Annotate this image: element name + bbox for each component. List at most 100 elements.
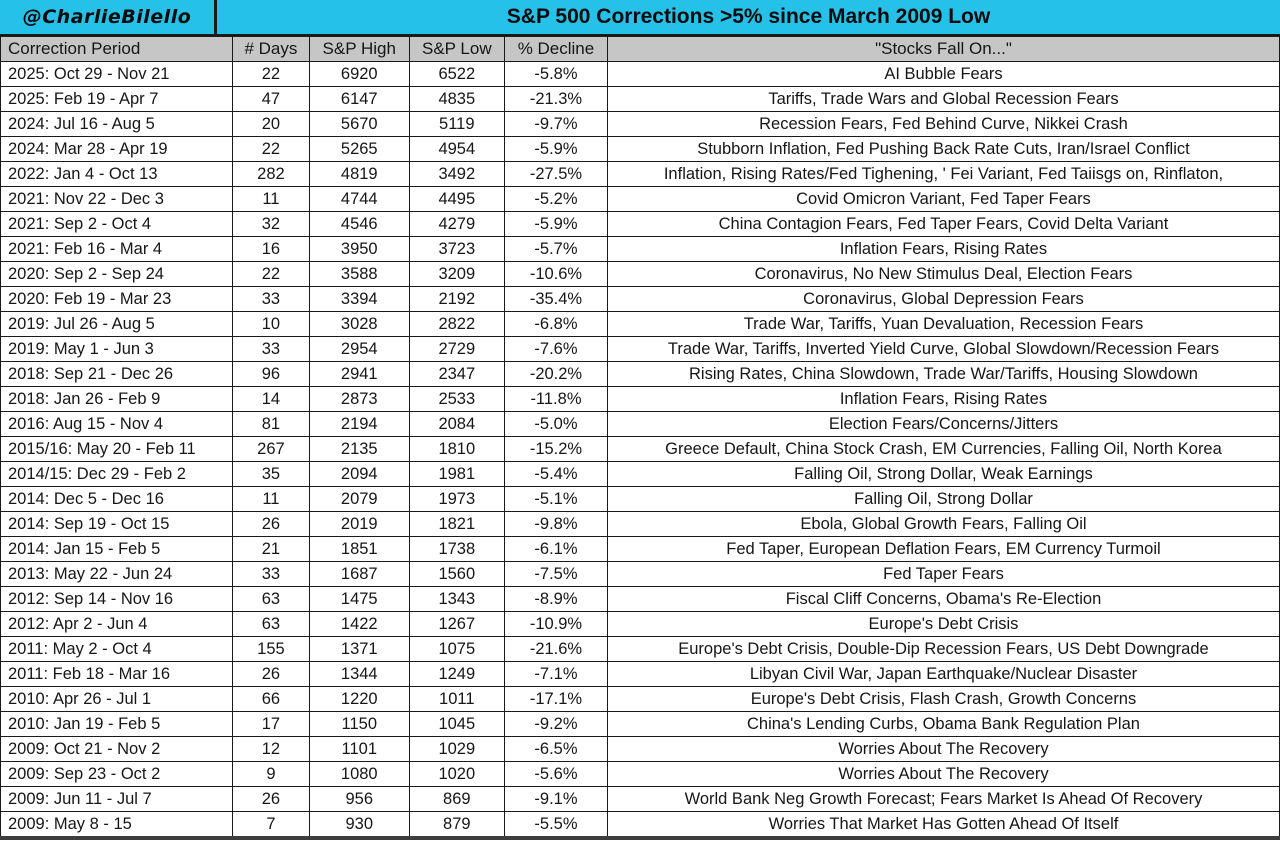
cell-sp-low: 1560 (408, 561, 505, 587)
corrections-table: Correction Period # Days S&P High S&P Lo… (0, 36, 1280, 837)
cell-decline: -6.8% (503, 311, 608, 337)
cell-reason: Worries That Market Has Gotten Ahead Of … (606, 811, 1280, 837)
cell-sp-low: 2729 (408, 336, 505, 362)
cell-correction-period: 2012: Sep 14 - Nov 16 (0, 586, 233, 612)
cell-days: 11 (231, 186, 310, 212)
cell-sp-low: 2192 (408, 286, 505, 312)
table-row: 2021: Sep 2 - Oct 4 32 4546 4279 -5.9% China … (0, 211, 1280, 237)
table-row: 2022: Jan 4 - Oct 13 282 4819 3492 -27.5% Inf… (0, 161, 1280, 187)
cell-reason: Inflation Fears, Rising Rates (606, 236, 1280, 262)
cell-decline: -9.1% (503, 786, 608, 812)
table-row: 2013: May 22 - Jun 24 33 1687 1560 -7.5% Fed … (0, 561, 1280, 587)
cell-sp-low: 4279 (408, 211, 505, 237)
table-row: 2012: Sep 14 - Nov 16 63 1475 1343 -8.9% Fisc… (0, 586, 1280, 612)
cell-correction-period: 2009: Sep 23 - Oct 2 (0, 761, 233, 787)
cell-decline: -5.6% (503, 761, 608, 787)
cell-sp-high: 5670 (308, 111, 410, 137)
cell-sp-low: 1810 (408, 436, 505, 462)
table-row: 2021: Feb 16 - Mar 4 16 3950 3723 -5.7% Infla… (0, 236, 1280, 262)
cell-reason: China's Lending Curbs, Obama Bank Regula… (606, 711, 1280, 737)
cell-days: 26 (231, 786, 310, 812)
cell-reason: Europe's Debt Crisis (606, 611, 1280, 637)
table-row: 2009: May 8 - 15 7 930 879 -5.5% Worries That… (0, 811, 1280, 837)
cell-sp-high: 1220 (308, 686, 410, 712)
cell-correction-period: 2012: Apr 2 - Jun 4 (0, 611, 233, 637)
cell-days: 47 (231, 86, 310, 112)
cell-sp-high: 3394 (308, 286, 410, 312)
cell-reason: Libyan Civil War, Japan Earthquake/Nucle… (606, 661, 1280, 687)
cell-sp-low: 6522 (408, 61, 505, 87)
cell-decline: -9.8% (503, 511, 608, 537)
cell-correction-period: 2009: May 8 - 15 (0, 811, 233, 837)
cell-days: 63 (231, 586, 310, 612)
table-row: 2014: Jan 15 - Feb 5 21 1851 1738 -6.1% Fed T… (0, 536, 1280, 562)
cell-days: 33 (231, 561, 310, 587)
table-row: 2010: Jan 19 - Feb 5 17 1150 1045 -9.2% China… (0, 711, 1280, 737)
cell-correction-period: 2019: May 1 - Jun 3 (0, 336, 233, 362)
cell-reason: Worries About The Recovery (606, 736, 1280, 762)
cell-correction-period: 2014: Sep 19 - Oct 15 (0, 511, 233, 537)
cell-days: 22 (231, 261, 310, 287)
cell-decline: -5.7% (503, 236, 608, 262)
cell-decline: -17.1% (503, 686, 608, 712)
cell-correction-period: 2025: Oct 29 - Nov 21 (0, 61, 233, 87)
table-row: 2020: Sep 2 - Sep 24 22 3588 3209 -10.6% Coro… (0, 261, 1280, 287)
cell-sp-high: 1475 (308, 586, 410, 612)
cell-days: 282 (231, 161, 310, 187)
cell-correction-period: 2014: Jan 15 - Feb 5 (0, 536, 233, 562)
cell-reason: Europe's Debt Crisis, Flash Crash, Growt… (606, 686, 1280, 712)
table-row: 2025: Feb 19 - Apr 7 47 6147 4835 -21.3% Tari… (0, 86, 1280, 112)
cell-decline: -5.1% (503, 486, 608, 512)
cell-days: 267 (231, 436, 310, 462)
cell-sp-high: 2941 (308, 361, 410, 387)
cell-sp-low: 1075 (408, 636, 505, 662)
cell-days: 35 (231, 461, 310, 487)
cell-reason: Fed Taper Fears (606, 561, 1280, 587)
cell-correction-period: 2021: Feb 16 - Mar 4 (0, 236, 233, 262)
cell-sp-low: 1249 (408, 661, 505, 687)
cell-reason: Worries About The Recovery (606, 761, 1280, 787)
col-header-correction-period: Correction Period (0, 36, 233, 62)
cell-days: 26 (231, 511, 310, 537)
cell-sp-high: 2079 (308, 486, 410, 512)
cell-days: 96 (231, 361, 310, 387)
cell-sp-low: 1029 (408, 736, 505, 762)
cell-sp-high: 1371 (308, 636, 410, 662)
cell-reason: Rising Rates, China Slowdown, Trade War/… (606, 361, 1280, 387)
cell-decline: -5.4% (503, 461, 608, 487)
cell-decline: -5.5% (503, 811, 608, 837)
cell-sp-high: 1687 (308, 561, 410, 587)
table-row: 2009: Jun 11 - Jul 7 26 956 869 -9.1% World B… (0, 786, 1280, 812)
cell-correction-period: 2025: Feb 19 - Apr 7 (0, 86, 233, 112)
cell-days: 17 (231, 711, 310, 737)
cell-sp-high: 4819 (308, 161, 410, 187)
cell-correction-period: 2014: Dec 5 - Dec 16 (0, 486, 233, 512)
cell-correction-period: 2018: Jan 26 - Feb 9 (0, 386, 233, 412)
page-title: S&P 500 Corrections >5% since March 2009… (506, 5, 991, 28)
cell-sp-low: 1738 (408, 536, 505, 562)
cell-days: 10 (231, 311, 310, 337)
cell-sp-high: 2094 (308, 461, 410, 487)
cell-reason: Election Fears/Concerns/Jitters (606, 411, 1280, 437)
cell-sp-low: 4954 (408, 136, 505, 162)
cell-reason: Stubborn Inflation, Fed Pushing Back Rat… (606, 136, 1280, 162)
table-row: 2014: Sep 19 - Oct 15 26 2019 1821 -9.8% Ebol… (0, 511, 1280, 537)
table-row: 2012: Apr 2 - Jun 4 63 1422 1267 -10.9% Europ… (0, 611, 1280, 637)
cell-decline: -15.2% (503, 436, 608, 462)
table-body: 2025: Oct 29 - Nov 21 22 6920 6522 -5.8% AI B… (0, 61, 1280, 837)
col-header-stocks-fall-on: "Stocks Fall On..." (606, 36, 1280, 62)
cell-sp-low: 1267 (408, 611, 505, 637)
cell-sp-low: 1011 (408, 686, 505, 712)
table-row: 2019: Jul 26 - Aug 5 10 3028 2822 -6.8% Trade… (0, 311, 1280, 337)
cell-decline: -6.1% (503, 536, 608, 562)
table-row: 2018: Sep 21 - Dec 26 96 2941 2347 -20.2% Ris… (0, 361, 1280, 387)
cell-decline: -27.5% (503, 161, 608, 187)
cell-sp-low: 4835 (408, 86, 505, 112)
cell-sp-low: 2822 (408, 311, 505, 337)
cell-sp-low: 1343 (408, 586, 505, 612)
cell-correction-period: 2020: Sep 2 - Sep 24 (0, 261, 233, 287)
cell-reason: Falling Oil, Strong Dollar, Weak Earning… (606, 461, 1280, 487)
table-row: 2016: Aug 15 - Nov 4 81 2194 2084 -5.0% Elect… (0, 411, 1280, 437)
cell-decline: -7.1% (503, 661, 608, 687)
cell-days: 12 (231, 736, 310, 762)
